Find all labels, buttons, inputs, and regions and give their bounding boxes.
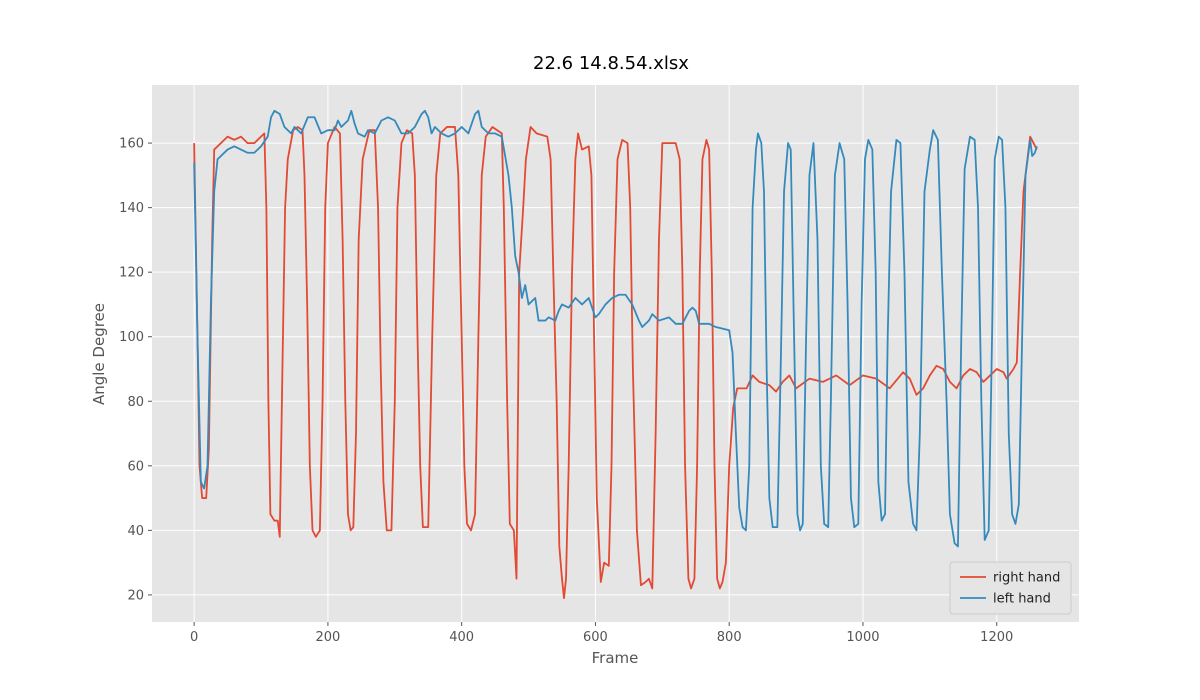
legend-label: right hand [993, 571, 1060, 586]
x-tick-label: 0 [190, 630, 198, 645]
x-axis-label: Frame [592, 649, 639, 667]
y-tick-label: 60 [127, 459, 144, 474]
x-tick-label: 400 [449, 630, 474, 645]
y-tick-label: 80 [127, 395, 144, 410]
line [193, 109, 1038, 548]
chart-title: 22.6 14.8.54.xlsx [533, 53, 689, 74]
line [193, 126, 1038, 600]
y-tick-label: 100 [119, 330, 144, 345]
legend-box [949, 561, 1072, 615]
y-tick-label: 120 [119, 266, 144, 281]
y-tick-label: 160 [119, 137, 144, 152]
legend-label: left hand [993, 592, 1051, 607]
y-axis-label: Angle Degree [90, 303, 108, 405]
y-tick-label: 20 [127, 588, 144, 603]
plot-area [152, 85, 1079, 622]
x-tick-label: 1000 [846, 630, 879, 645]
x-tick-label: 800 [717, 630, 742, 645]
y-tick-label: 40 [127, 524, 144, 539]
x-tick-label: 200 [315, 630, 340, 645]
x-tick-label: 1200 [980, 630, 1013, 645]
y-tick-label: 140 [119, 201, 144, 216]
x-tick-label: 600 [583, 630, 608, 645]
